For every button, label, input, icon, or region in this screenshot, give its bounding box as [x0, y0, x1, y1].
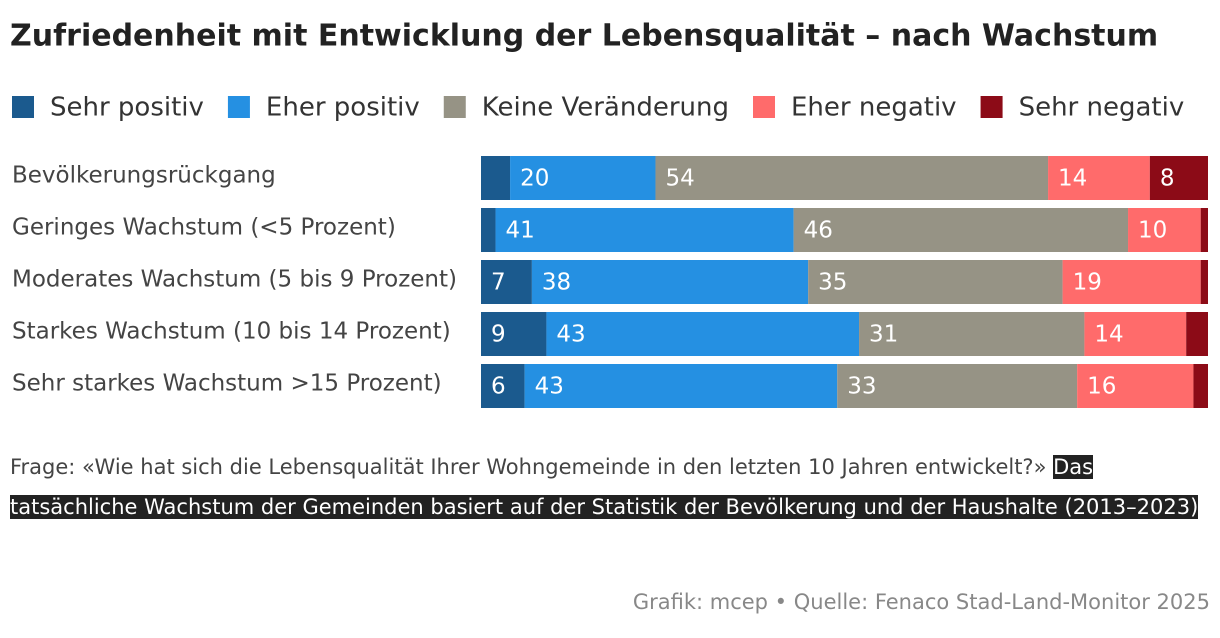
legend-label: Sehr positiv [50, 93, 204, 123]
bar-segment [531, 260, 809, 304]
value-label: 14 [1058, 166, 1087, 192]
bar-segment [1062, 260, 1201, 304]
bar-segment [793, 208, 1129, 252]
bar-segment [1077, 364, 1194, 408]
bar-segment [546, 312, 860, 356]
y-tick-label: Sehr starkes Wachstum >15 Prozent) [12, 371, 442, 397]
value-label: 54 [665, 166, 694, 192]
bar-segment [859, 312, 1085, 356]
legend-swatch [753, 96, 775, 118]
legend-label: Keine Veränderung [482, 93, 729, 123]
legend-swatch [443, 96, 466, 118]
chart-title: Zufriedenheit mit Entwicklung der Lebens… [10, 19, 1158, 54]
value-label: 31 [869, 322, 898, 348]
value-label: 43 [535, 374, 564, 400]
value-label: 9 [491, 322, 506, 348]
bar-segment [1084, 312, 1187, 356]
value-label: 16 [1087, 374, 1116, 400]
value-label: 46 [804, 218, 833, 244]
bar-segment [1200, 208, 1208, 252]
legend-swatch [12, 96, 34, 118]
legend-label: Eher positiv [266, 93, 420, 123]
y-tick-label: Geringes Wachstum (<5 Prozent) [12, 215, 396, 241]
value-label: 38 [542, 270, 571, 296]
value-label: 20 [520, 166, 549, 192]
y-tick-label: Bevölkerungsrückgang [12, 163, 276, 189]
bar-segment [481, 364, 525, 408]
legend-swatch [227, 96, 250, 118]
value-label: 35 [818, 270, 847, 296]
value-label: 19 [1073, 270, 1102, 296]
bar-segment [510, 156, 656, 200]
value-label: 41 [506, 218, 535, 244]
legend-label: Eher negativ [791, 93, 957, 123]
bar-segment [1128, 208, 1201, 252]
note: Frage: «Wie hat sich die Lebensqualität … [10, 447, 1210, 527]
value-label: 7 [491, 270, 506, 296]
y-tick-label: Starkes Wachstum (10 bis 14 Prozent) [12, 319, 451, 345]
bar-segment [1186, 312, 1208, 356]
legend-swatch [980, 96, 1003, 118]
bar-segment [837, 364, 1078, 408]
bar-segment [1149, 156, 1208, 200]
source: Grafik: mcep • Quelle: Fenaco Stad-Land-… [632, 590, 1210, 614]
value-label: 33 [847, 374, 876, 400]
bar-segment [481, 208, 496, 252]
bar-segment [481, 312, 547, 356]
y-tick-label: Moderates Wachstum (5 bis 9 Prozent) [12, 267, 457, 293]
bar-segment [1193, 364, 1208, 408]
value-label: 14 [1094, 322, 1123, 348]
bar-segment [655, 156, 1049, 200]
bar-segment [1200, 260, 1208, 304]
value-label: 6 [491, 374, 506, 400]
bar-segment [808, 260, 1063, 304]
chart: Zufriedenheit mit Entwicklung der Lebens… [10, 19, 1208, 408]
value-label: 10 [1138, 218, 1167, 244]
note-question: Frage: «Wie hat sich die Lebensqualität … [10, 455, 1047, 479]
value-label: 43 [556, 322, 585, 348]
value-label: 8 [1160, 166, 1175, 192]
bar-segment [495, 208, 794, 252]
legend-label: Sehr negativ [1019, 93, 1185, 123]
bar-segment [481, 260, 532, 304]
bar-segment [1048, 156, 1150, 200]
bar-segment [481, 156, 511, 200]
bar-segment [524, 364, 838, 408]
